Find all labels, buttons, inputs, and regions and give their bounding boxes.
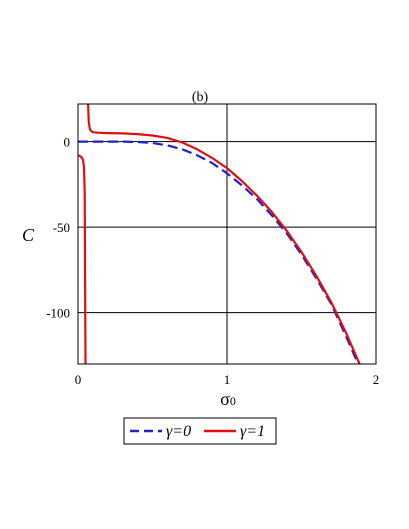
chart-title: (b): [192, 90, 209, 105]
legend-label-gamma0: γ=0: [166, 423, 191, 440]
y-tick-labels: 0 -50 -100: [46, 135, 70, 321]
series-line-1-0: [77, 154, 87, 365]
legend: γ=0 γ=1: [123, 417, 277, 445]
y-tick-label: -100: [46, 306, 70, 321]
y-axis-label: C: [22, 225, 35, 245]
x-tick-label: 2: [373, 372, 380, 387]
x-axis-label: σ0: [220, 389, 236, 409]
grid-lines: [78, 104, 376, 364]
y-tick-label: 0: [64, 135, 71, 150]
x-tick-label: 0: [75, 372, 82, 387]
series-lines: [77, 103, 361, 365]
series-line-0-0: [78, 140, 360, 365]
legend-label-gamma1: γ=1: [240, 423, 265, 440]
x-tick-labels: 0 1 2: [75, 372, 380, 387]
x-tick-label: 1: [224, 372, 231, 387]
y-tick-label: -50: [53, 220, 70, 235]
x-axis-label-subscript: 0: [230, 394, 236, 408]
x-axis-label-main: σ: [220, 389, 230, 409]
plot-frame: [77, 103, 377, 365]
series-line-1-1: [87, 103, 361, 365]
